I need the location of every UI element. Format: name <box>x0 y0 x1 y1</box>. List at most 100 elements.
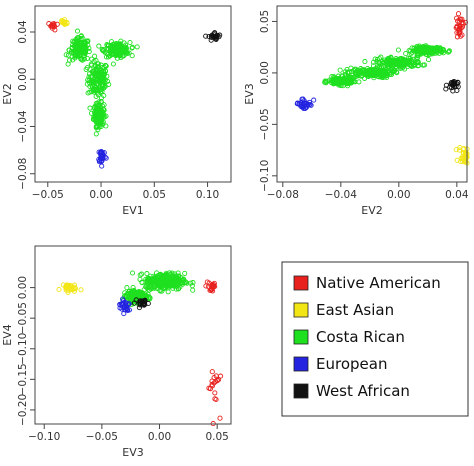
legend-swatch <box>293 329 309 345</box>
point-costa_rican <box>435 47 441 53</box>
point-costa_rican <box>79 50 85 56</box>
point-costa_rican <box>116 43 122 49</box>
point-costa_rican <box>154 274 160 280</box>
y-axis-title: EV3 <box>243 83 256 104</box>
point-costa_rican <box>365 71 371 77</box>
point-european <box>301 100 307 106</box>
point-european <box>122 305 128 311</box>
point-costa_rican <box>105 54 112 60</box>
y-tick-label: −0.15 <box>17 363 29 395</box>
point-costa_rican <box>171 283 177 289</box>
point-costa_rican <box>161 277 167 283</box>
y-axis-title: EV4 <box>1 324 14 345</box>
point-european <box>98 154 104 160</box>
point-costa_rican <box>95 86 102 92</box>
point-costa_rican <box>114 46 121 52</box>
point-costa_rican <box>137 276 143 282</box>
point-costa_rican <box>425 57 432 63</box>
point-costa_rican <box>100 111 106 117</box>
point-costa_rican <box>81 39 87 45</box>
point-costa_rican <box>124 285 130 291</box>
points-panel-1 <box>46 17 223 169</box>
legend-label: Native American <box>316 274 441 292</box>
y-tick-label: −0.04 <box>17 110 29 142</box>
point-native_american <box>456 25 462 31</box>
point-costa_rican <box>93 131 99 137</box>
point-costa_rican <box>98 120 104 126</box>
point-costa_rican <box>129 270 136 276</box>
point-costa_rican <box>157 288 163 294</box>
point-costa_rican <box>134 44 140 50</box>
y-tick-label: −0.08 <box>17 158 29 190</box>
y-tick-label: −0.20 <box>17 394 29 426</box>
point-costa_rican <box>382 68 389 74</box>
point-native_american <box>207 386 213 392</box>
point-costa_rican <box>158 277 164 283</box>
x-axis-title: EV1 <box>122 204 143 217</box>
points-panel-2 <box>294 11 470 166</box>
point-west_african <box>137 300 143 306</box>
point-costa_rican <box>92 53 98 59</box>
point-costa_rican <box>190 287 196 293</box>
point-costa_rican <box>101 74 107 81</box>
point-costa_rican <box>405 59 411 65</box>
point-costa_rican <box>362 59 368 65</box>
point-european <box>117 301 123 307</box>
x-tick-label: −0.05 <box>32 189 64 201</box>
point-native_american <box>217 415 223 421</box>
point-european <box>311 97 317 103</box>
points-panel-3 <box>56 270 224 427</box>
point-costa_rican <box>78 39 84 45</box>
point-costa_rican <box>177 280 183 286</box>
point-east_asian <box>62 17 68 23</box>
point-costa_rican <box>400 65 406 71</box>
point-costa_rican <box>91 80 97 86</box>
point-costa_rican <box>100 72 107 78</box>
point-costa_rican <box>349 77 355 83</box>
point-east_asian <box>456 147 463 153</box>
point-european <box>98 156 104 162</box>
x-tick-label: −0.10 <box>28 431 60 443</box>
point-costa_rican <box>144 271 150 277</box>
point-native_american <box>454 15 460 21</box>
legend-swatch <box>293 302 309 318</box>
point-european <box>299 96 305 102</box>
point-native_american <box>453 25 459 31</box>
point-costa_rican <box>425 45 431 51</box>
point-east_asian <box>59 18 65 24</box>
point-costa_rican <box>99 86 105 92</box>
y-tick-label: 0.00 <box>17 276 29 299</box>
point-costa_rican <box>88 74 94 80</box>
point-costa_rican <box>386 61 392 67</box>
point-costa_rican <box>83 66 89 72</box>
x-tick-label: 0.05 <box>143 189 166 201</box>
point-costa_rican <box>90 87 96 94</box>
point-native_american <box>455 11 462 17</box>
point-costa_rican <box>337 67 343 73</box>
x-tick-label: 0.00 <box>387 189 410 201</box>
point-costa_rican <box>362 70 368 77</box>
point-native_american <box>212 283 218 290</box>
point-costa_rican <box>393 57 399 63</box>
point-west_african <box>136 305 142 311</box>
point-costa_rican <box>323 80 329 86</box>
point-costa_rican <box>110 44 116 50</box>
point-east_asian <box>453 147 459 153</box>
point-costa_rican <box>393 69 400 75</box>
point-east_asian <box>454 157 460 163</box>
point-west_african <box>210 34 216 40</box>
point-costa_rican <box>92 112 98 118</box>
point-east_asian <box>56 286 62 293</box>
point-costa_rican <box>112 50 118 56</box>
point-costa_rican <box>95 117 101 123</box>
point-costa_rican <box>165 285 171 291</box>
point-west_african <box>454 87 460 94</box>
point-costa_rican <box>395 47 401 53</box>
point-east_asian <box>463 155 469 161</box>
x-tick-label: −0.04 <box>325 189 357 201</box>
point-costa_rican <box>78 33 84 39</box>
y-tick-label: −0.10 <box>17 333 29 365</box>
point-costa_rican <box>93 66 99 72</box>
point-east_asian <box>78 287 84 293</box>
point-costa_rican <box>103 123 109 129</box>
